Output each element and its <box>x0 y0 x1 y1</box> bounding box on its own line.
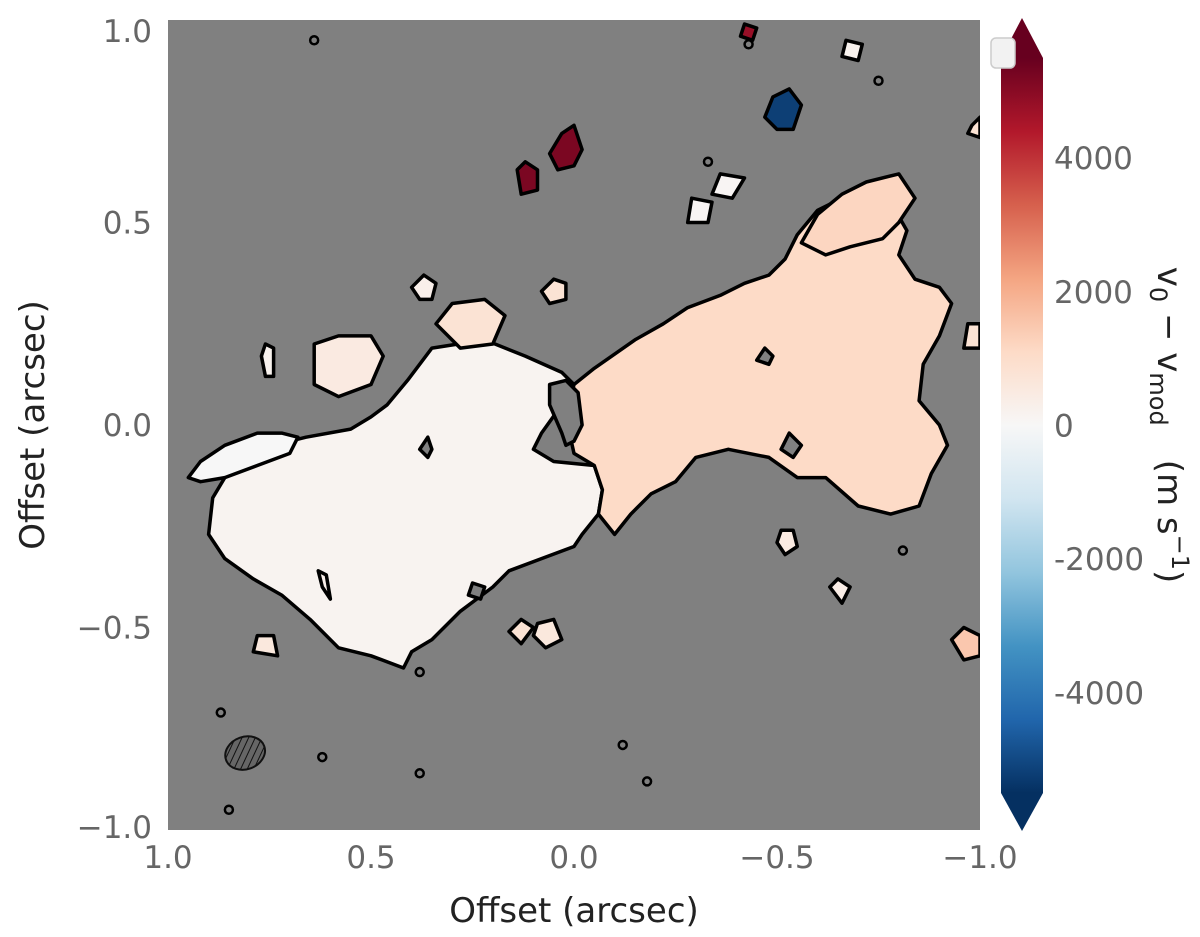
colorbar-label-sub0: 0 <box>1144 287 1172 302</box>
colorbar-ticks: 4000 2000 0 -2000 -4000 <box>1054 141 1144 712</box>
y-tick-label: 1.0 <box>103 14 152 50</box>
y-tick-label: −0.5 <box>77 611 152 647</box>
hole-east <box>417 435 434 460</box>
colorbar-label: v0 − vmod (m s−1) <box>1144 267 1194 584</box>
region-cloud-south-3 <box>775 528 800 557</box>
region-blob-northeast <box>312 334 385 399</box>
x-tick-label: −1.0 <box>942 840 1017 876</box>
small-contour <box>641 776 653 787</box>
colorbar-label-v: v <box>1149 267 1189 287</box>
colorbar-tick-label: 2000 <box>1054 275 1133 311</box>
y-tick-label: 0.5 <box>103 206 152 242</box>
region-cloud-south-1 <box>507 617 536 646</box>
colorbar-label-sub1: mod <box>1144 372 1172 425</box>
region-blob-north-2 <box>539 277 568 306</box>
plot-area <box>168 20 980 830</box>
hole-west-1 <box>754 346 775 367</box>
colorbar-tick-label: -2000 <box>1054 542 1144 578</box>
small-contour <box>414 768 425 779</box>
region-cloud-white-1 <box>710 172 747 200</box>
region-cloud-red-2 <box>515 160 540 196</box>
y-tick-label: −1.0 <box>77 810 152 846</box>
colorbar-label-minus: − v <box>1149 302 1189 372</box>
x-axis-label: Offset (arcsec) <box>449 891 699 931</box>
colorbar-label-unit: (m s <box>1149 460 1189 535</box>
colorbar-extend-bottom <box>1001 793 1043 831</box>
colorbar-label-close: ) <box>1149 570 1189 583</box>
small-contour <box>897 545 909 556</box>
colorbar-tick-label: -4000 <box>1054 676 1144 712</box>
hole-west-2 <box>779 431 804 460</box>
region-blob-ne-small <box>409 273 438 302</box>
x-tick-label: 0.0 <box>549 840 598 876</box>
region-arm-east <box>186 431 300 484</box>
velocity-residual-map <box>186 22 980 815</box>
region-cloud-south-2 <box>531 617 564 650</box>
small-contour <box>414 666 425 678</box>
region-blob-north <box>434 297 507 350</box>
colorbar-label-exp: −1 <box>1166 535 1194 570</box>
x-tick-label: 1.0 <box>143 840 192 876</box>
x-axis-ticks: 1.0 0.5 0.0 −0.5 −1.0 <box>143 840 1017 876</box>
region-cloud-sw-1 <box>251 633 280 658</box>
small-contour <box>617 739 628 751</box>
region-west-streamer <box>799 172 917 257</box>
colorbar-body <box>1001 58 1043 793</box>
region-cloud-se-1 <box>828 577 852 605</box>
legend-handle <box>990 37 1016 69</box>
hole-south <box>466 581 487 601</box>
region-cloud-se-2 <box>949 625 980 662</box>
colorbar-tick-label: 0 <box>1054 409 1074 445</box>
y-tick-label: 0.0 <box>103 408 152 444</box>
y-axis-ticks: 1.0 0.5 0.0 −0.5 −1.0 <box>77 14 152 846</box>
region-cloud-red-top <box>738 22 759 43</box>
core-hole <box>547 378 584 448</box>
small-contour <box>308 35 320 46</box>
beam-ellipse <box>224 735 267 771</box>
region-cloud-white-3 <box>840 38 865 63</box>
region-cloud-sw-2 <box>316 569 333 601</box>
x-tick-label: −0.5 <box>739 840 814 876</box>
x-tick-label: 0.5 <box>346 840 395 876</box>
beam-ellipse-layer <box>224 735 267 771</box>
region-blob-east-small <box>259 342 276 379</box>
small-contour <box>743 39 754 50</box>
small-contour <box>702 156 714 167</box>
region-cloud-blue <box>763 87 804 132</box>
small-contour <box>215 707 227 718</box>
region-cloud-east-edge <box>966 115 980 140</box>
small-contour <box>873 75 884 86</box>
colorbar-tick-label: 4000 <box>1054 141 1133 177</box>
small-contour <box>223 804 235 815</box>
region-cloud-east-edge-2 <box>962 322 980 350</box>
region-cloud-white-2 <box>685 196 714 225</box>
region-cloud-red-1 <box>547 123 584 172</box>
small-contour <box>317 751 328 763</box>
y-axis-label: Offset (arcsec) <box>13 300 53 550</box>
